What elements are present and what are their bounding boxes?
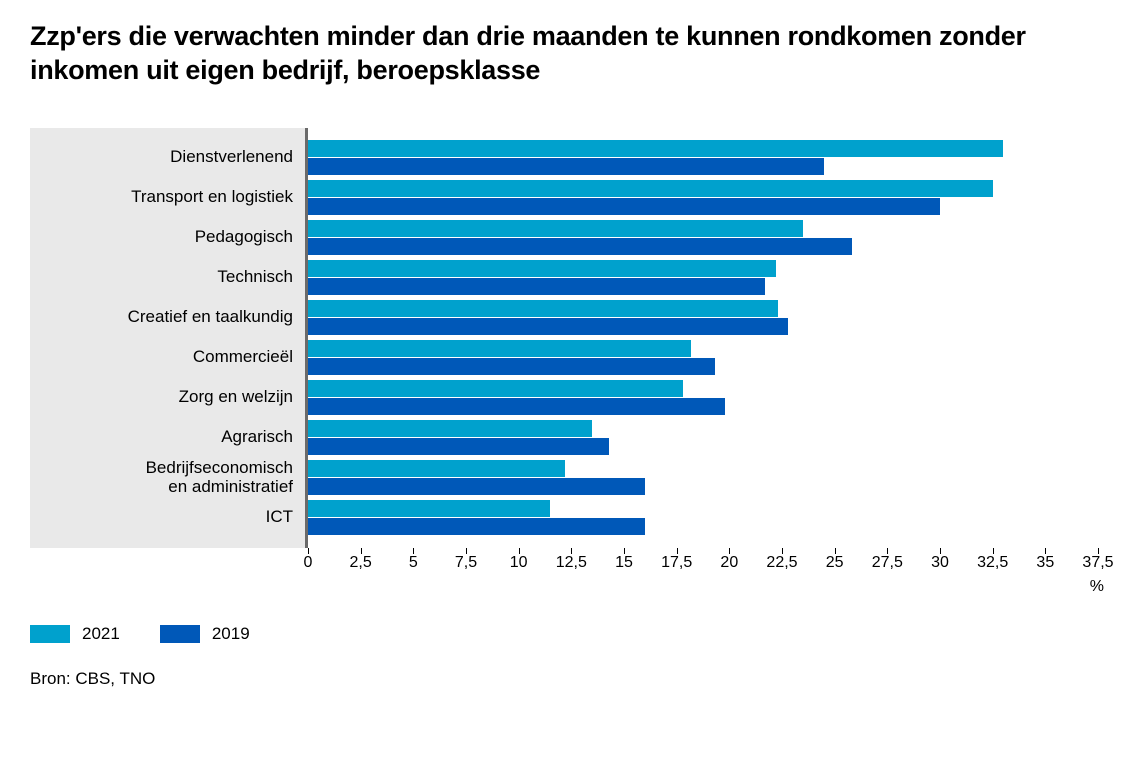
bar-group [308,178,1104,218]
x-tick-label: 15 [615,554,633,572]
x-tick-label: 0 [304,554,313,572]
bar [308,340,691,357]
bar [308,198,940,215]
bar [308,500,550,517]
legend-swatch [160,625,200,643]
bar [308,220,803,237]
category-label: Zorg en welzijn [30,378,293,418]
bars-column [305,128,1104,548]
x-tick-label: 17,5 [661,554,692,572]
legend-item: 2019 [160,624,250,644]
chart-title: Zzp'ers die verwachten minder dan drie m… [30,20,1104,88]
bar-group [308,218,1104,258]
category-label: Agrarisch [30,418,293,458]
legend-item: 2021 [30,624,120,644]
bar [308,478,645,495]
legend: 2021 2019 [30,624,1104,644]
x-tick-label: 7,5 [455,554,477,572]
x-tick-label: 10 [510,554,528,572]
bar [308,180,993,197]
legend-swatch [30,625,70,643]
x-tick-label: 12,5 [556,554,587,572]
bar [308,140,1003,157]
category-label: Creatief en taalkundig [30,298,293,338]
x-tick-label: 22,5 [766,554,797,572]
category-label: Commercieël [30,338,293,378]
chart-area: DienstverlenendTransport en logistiekPed… [30,128,1104,548]
x-tick-label: 25 [826,554,844,572]
bar [308,518,645,535]
bar-group [308,298,1104,338]
bar-group [308,498,1104,538]
bar-group [308,338,1104,378]
source-text: Bron: CBS, TNO [30,669,1104,689]
legend-label: 2021 [82,624,120,644]
x-axis-unit: % [1090,578,1104,596]
bar-group [308,258,1104,298]
category-label: Dienstverlenend [30,138,293,178]
bar [308,398,725,415]
x-axis: % 0 2,5 5 7,5 10 12,5 15 17,5 20 22,5 25 27,5 30 32,5… [305,554,1104,594]
category-labels-column: DienstverlenendTransport en logistiekPed… [30,128,305,548]
x-tick-label: 2,5 [350,554,372,572]
category-label: Bedrijfseconomischen administratief [30,458,293,498]
bar [308,300,778,317]
bar [308,238,852,255]
bar [308,278,765,295]
bar [308,358,715,375]
bar [308,158,824,175]
x-tick-label: 30 [931,554,949,572]
bar [308,438,609,455]
legend-label: 2019 [212,624,250,644]
x-tick-label: 5 [409,554,418,572]
bar [308,380,683,397]
x-tick-label: 27,5 [872,554,903,572]
category-label: Transport en logistiek [30,178,293,218]
bar [308,318,788,335]
bar-group [308,378,1104,418]
bar [308,460,565,477]
x-tick-label: 35 [1036,554,1054,572]
bar [308,260,776,277]
bar-group [308,458,1104,498]
bar-group [308,138,1104,178]
bar-group [308,418,1104,458]
category-label: ICT [30,498,293,538]
category-label: Pedagogisch [30,218,293,258]
x-tick-label: 37,5 [1082,554,1113,572]
bar [308,420,592,437]
category-label: Technisch [30,258,293,298]
x-tick-label: 20 [720,554,738,572]
x-tick-label: 32,5 [977,554,1008,572]
